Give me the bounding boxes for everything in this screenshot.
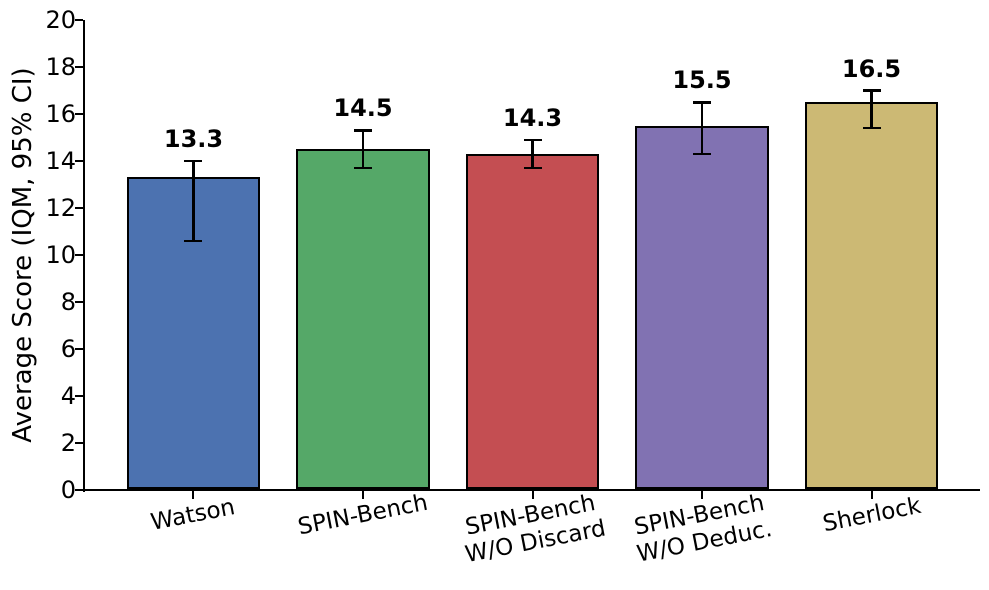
bar-value-label: 16.5 bbox=[841, 54, 902, 83]
y-tick-label: 8 bbox=[60, 288, 76, 316]
y-tick-mark bbox=[75, 66, 83, 68]
error-bar-cap bbox=[862, 126, 881, 130]
bar-value-label: 13.3 bbox=[163, 125, 224, 153]
x-tick-label: Sherlock bbox=[820, 492, 923, 538]
bar bbox=[465, 153, 600, 489]
y-tick-mark bbox=[75, 395, 83, 397]
y-tick-label: 0 bbox=[60, 476, 76, 504]
error-bar-cap bbox=[693, 101, 711, 104]
bar bbox=[804, 102, 939, 489]
error-bar bbox=[531, 139, 534, 169]
y-tick-label: 6 bbox=[60, 335, 76, 363]
bar-value-label: 14.3 bbox=[502, 103, 563, 132]
error-bar-cap bbox=[523, 138, 542, 142]
x-tick-label: SPIN-Bench W/O Discard bbox=[462, 489, 608, 569]
x-tick-mark bbox=[531, 491, 534, 499]
error-bar bbox=[192, 161, 195, 241]
error-bar-cap bbox=[184, 159, 203, 163]
y-tick-label: 10 bbox=[45, 241, 76, 269]
x-tick-label: SPIN-Bench W/O Deduc. bbox=[632, 489, 775, 568]
y-tick-label: 12 bbox=[45, 194, 76, 222]
error-bar-cap bbox=[523, 166, 542, 170]
y-tick-mark bbox=[75, 160, 83, 162]
error-bar-cap bbox=[184, 239, 203, 243]
x-tick-mark bbox=[870, 491, 873, 499]
y-tick-label: 18 bbox=[45, 53, 76, 81]
y-tick-mark bbox=[75, 301, 83, 303]
bar bbox=[635, 125, 769, 489]
y-tick-mark bbox=[75, 442, 83, 444]
y-tick-label: 4 bbox=[60, 382, 76, 410]
error-bar bbox=[870, 90, 873, 129]
error-bar-cap bbox=[862, 89, 881, 92]
y-tick-label: 2 bbox=[60, 429, 76, 457]
y-tick-mark bbox=[75, 113, 83, 115]
bar bbox=[296, 149, 430, 489]
y-tick-mark bbox=[75, 254, 83, 256]
x-tick-mark bbox=[361, 491, 364, 499]
x-tick-mark bbox=[701, 491, 703, 499]
x-tick-label: Watson bbox=[149, 494, 238, 536]
y-tick-mark bbox=[75, 348, 83, 350]
y-tick-mark bbox=[75, 207, 83, 209]
y-tick-label: 16 bbox=[45, 100, 76, 128]
y-tick-label: 14 bbox=[45, 147, 76, 175]
error-bar-cap bbox=[353, 166, 372, 170]
error-bar bbox=[700, 102, 704, 154]
y-axis-spine bbox=[83, 20, 85, 492]
y-tick-mark bbox=[75, 489, 83, 491]
bar-value-label: 14.5 bbox=[333, 94, 393, 123]
error-bar-cap bbox=[693, 152, 711, 156]
y-tick-mark bbox=[75, 19, 83, 21]
bar-value-label: 15.5 bbox=[672, 66, 732, 95]
y-tick-label: 20 bbox=[45, 6, 76, 34]
x-tick-mark bbox=[192, 491, 195, 499]
error-bar-cap bbox=[353, 129, 372, 132]
x-axis-spine bbox=[83, 489, 980, 491]
error-bar bbox=[361, 130, 365, 169]
